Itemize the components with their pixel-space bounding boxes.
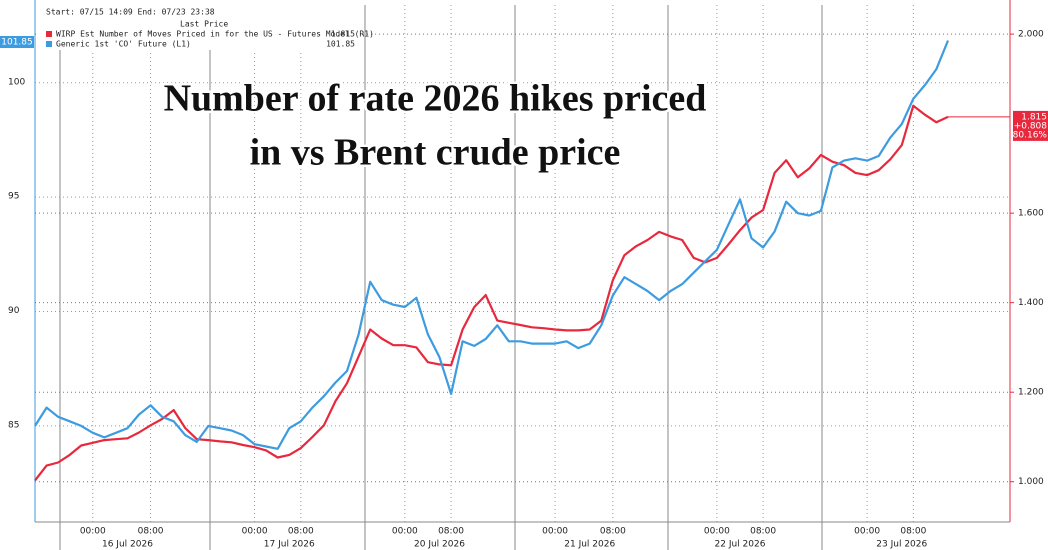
y2-tick-label: 1.600 bbox=[1018, 209, 1044, 219]
x-date-label: 17 Jul 2026 bbox=[264, 540, 315, 550]
last-value-label: 101.85 bbox=[1, 38, 33, 48]
legend-entry: WIRP Est Number of Moves Priced in for t… bbox=[56, 30, 374, 39]
y2-tick-label: 1.200 bbox=[1018, 388, 1044, 398]
last-value-label: 1.815 bbox=[1021, 112, 1047, 122]
legend-swatch bbox=[46, 31, 52, 37]
x-tick-label: 08:00 bbox=[438, 527, 464, 537]
legend-entry: Generic 1st 'CO' Future (L1) bbox=[56, 40, 191, 49]
x-tick-label: 00:00 bbox=[392, 527, 418, 537]
series-line bbox=[34, 40, 950, 450]
x-tick-label: 08:00 bbox=[288, 527, 314, 537]
x-tick-label: 00:00 bbox=[704, 527, 730, 537]
y2-tick-label: 2.000 bbox=[1018, 30, 1044, 40]
change-label: +0.808 bbox=[1014, 121, 1048, 131]
x-tick-label: 08:00 bbox=[138, 527, 164, 537]
legend-value: 1.815 bbox=[331, 30, 355, 39]
series-line bbox=[34, 104, 949, 482]
x-tick-label: 08:00 bbox=[900, 527, 926, 537]
x-date-label: 23 Jul 2026 bbox=[876, 540, 927, 550]
x-tick-label: 08:00 bbox=[600, 527, 626, 537]
change-pct-label: 80.16% bbox=[1013, 130, 1048, 140]
chart-title: Number of rate 2026 hikes priced bbox=[164, 78, 707, 120]
y2-tick-label: 1.000 bbox=[1018, 477, 1044, 487]
x-date-label: 20 Jul 2026 bbox=[414, 540, 465, 550]
last-value-tag bbox=[0, 36, 34, 48]
y-tick-label: 90 bbox=[8, 306, 20, 316]
legend-subheader: Last Price bbox=[180, 20, 228, 29]
x-tick-label: 08:00 bbox=[750, 527, 776, 537]
plot bbox=[34, 5, 1010, 522]
legend-swatch bbox=[46, 41, 52, 47]
y2-tick-label: 1.400 bbox=[1018, 298, 1044, 308]
x-tick-label: 00:00 bbox=[242, 527, 268, 537]
chart-title: in vs Brent crude price bbox=[250, 132, 621, 174]
x-tick-label: 00:00 bbox=[542, 527, 568, 537]
y-tick-label: 100 bbox=[8, 77, 25, 87]
x-date-label: 21 Jul 2026 bbox=[564, 540, 615, 550]
y-tick-label: 95 bbox=[8, 192, 19, 202]
x-tick-label: 00:00 bbox=[854, 527, 880, 537]
legend-header: Start: 07/15 14:09 End: 07/23 23:38 bbox=[46, 8, 215, 17]
legend-box bbox=[36, 4, 360, 50]
x-tick-label: 00:00 bbox=[80, 527, 106, 537]
x-date-label: 16 Jul 2026 bbox=[102, 540, 153, 550]
day-separators bbox=[59, 5, 823, 550]
last-value-tag bbox=[1013, 110, 1048, 141]
legend-value: 101.85 bbox=[326, 40, 355, 49]
x-date-label: 22 Jul 2026 bbox=[715, 540, 766, 550]
y-tick-label: 85 bbox=[8, 420, 19, 430]
